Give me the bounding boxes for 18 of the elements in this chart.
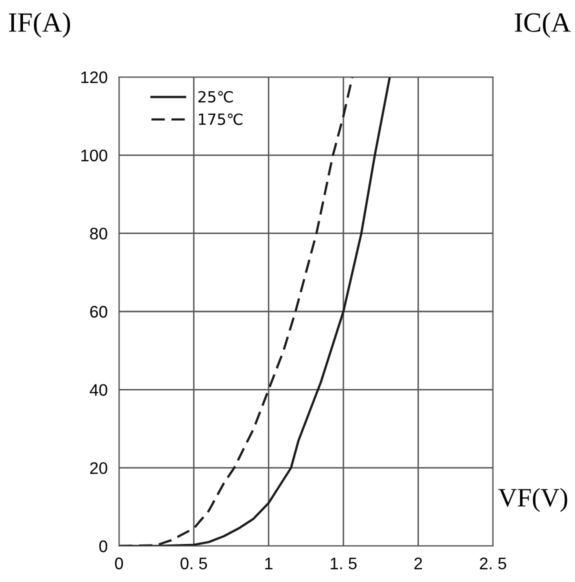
x-tick-label: 2. 5 [480,558,506,570]
x-axis-title: VF(V) [498,488,568,512]
y-tick-label: 20 [90,462,108,474]
y-tick-label: 120 [81,71,108,84]
y-axis-title: IF(A) [9,12,70,38]
legend-label: 175℃ [198,113,243,125]
y-tick-label: 80 [90,228,108,240]
y-tick-label: 100 [81,150,108,162]
x-tick-label: 2 [414,558,422,570]
y-tick-label: 40 [90,384,108,396]
y-tick-label: 0 [99,540,108,552]
x-tick-label: 0. 5 [180,558,207,570]
legend-label: 25℃ [198,91,233,103]
y-tick-label: 60 [90,306,108,318]
x-tick-label: 1. 5 [330,558,357,570]
x-tick-label: 1 [265,558,272,570]
text: IC(A [514,12,571,38]
x-tick-label: 0 [115,558,123,570]
